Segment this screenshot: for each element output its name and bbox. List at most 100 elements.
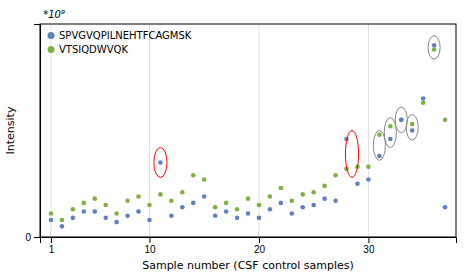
point: [366, 177, 371, 182]
point: [322, 184, 327, 189]
point: [289, 211, 294, 216]
x-tick-label: 20: [254, 244, 266, 255]
point: [333, 198, 338, 203]
point: [300, 205, 305, 210]
point: [213, 213, 218, 218]
point: [92, 196, 97, 201]
chart: 1 10 20 30 0 SPVGVQPILNEHTFCAGMSK VTSIQDWVQK Sa…: [0, 0, 468, 275]
point: [191, 173, 196, 178]
point: [158, 160, 163, 165]
point: [180, 190, 185, 195]
point: [114, 220, 119, 225]
highlight-ellipse: [428, 36, 440, 59]
point: [81, 209, 86, 214]
highlight-ellipse: [406, 115, 418, 141]
x-tick: 30: [363, 237, 375, 255]
x-tick-label: 1: [49, 244, 55, 255]
y-tick-mark: [34, 237, 40, 238]
grid: [40, 24, 456, 237]
y-tick: 0: [25, 232, 40, 243]
legend-swatch: [48, 46, 55, 53]
point: [257, 203, 262, 208]
point: [125, 198, 130, 203]
legend-swatch: [48, 32, 55, 39]
point: [257, 216, 262, 221]
highlight-ellipse: [373, 131, 385, 161]
point: [235, 216, 240, 221]
point: [103, 216, 108, 221]
y-tick-label: 0: [25, 232, 31, 243]
legend-entry: SPVGVQPILNEHTFCAGMSK: [48, 30, 192, 41]
point: [136, 209, 141, 214]
series: [49, 47, 448, 222]
point: [81, 201, 86, 206]
point: [377, 154, 382, 159]
point: [103, 203, 108, 208]
point: [60, 218, 65, 223]
x-tick-label: 10: [144, 244, 156, 255]
point: [279, 201, 284, 206]
point: [268, 207, 273, 212]
point: [246, 211, 251, 216]
point: [279, 186, 284, 191]
x-axis-title: Sample number (CSF control samples): [142, 259, 354, 272]
x-tick-mark: [259, 237, 260, 243]
legend-entry: VTSIQDWVQK: [48, 44, 129, 55]
x-axis: 1 10 20 30: [41, 237, 457, 255]
x-tick-mark: [51, 237, 52, 243]
point: [443, 205, 448, 210]
point: [388, 124, 393, 129]
point: [399, 118, 404, 123]
point: [60, 224, 65, 229]
point: [443, 118, 448, 123]
plot-area: 1 10 20 30 0 SPVGVQPILNEHTFCAGMSK VTSIQDWVQK: [25, 24, 456, 255]
grid-line-x: [368, 24, 369, 237]
point: [158, 192, 163, 197]
series: [49, 43, 448, 229]
highlight-ellipse: [384, 118, 396, 148]
point: [202, 177, 207, 182]
legend: SPVGVQPILNEHTFCAGMSK VTSIQDWVQK: [48, 30, 192, 55]
point: [136, 194, 141, 199]
point: [388, 137, 393, 142]
x-tick: 1: [49, 237, 55, 255]
point: [432, 43, 437, 48]
point: [235, 207, 240, 212]
point: [169, 198, 174, 203]
point: [191, 201, 196, 206]
point: [246, 196, 251, 201]
point: [147, 203, 152, 208]
point: [125, 213, 130, 218]
x-tick-mark: [149, 237, 150, 243]
point: [300, 192, 305, 197]
point: [147, 218, 152, 223]
point: [311, 203, 316, 208]
x-tick: 10: [144, 237, 156, 255]
point: [92, 209, 97, 214]
x-axis-line: [41, 238, 457, 244]
point: [355, 181, 360, 186]
point: [410, 122, 415, 127]
annotation: *10⁹: [40, 9, 65, 20]
y-axis-line: [34, 25, 41, 238]
highlight-ellipse: [345, 131, 358, 178]
point: [180, 205, 185, 210]
legend-label: VTSIQDWVQK: [59, 44, 128, 55]
point: [224, 209, 229, 214]
point: [71, 216, 76, 221]
highlight-ellipse: [154, 148, 167, 178]
x-tick: 20: [254, 237, 266, 255]
point: [333, 173, 338, 178]
point: [410, 128, 415, 133]
x-tick-mark: [368, 237, 369, 243]
point: [289, 198, 294, 203]
point: [114, 211, 119, 216]
point: [49, 211, 54, 216]
point: [49, 218, 54, 223]
marks: [49, 36, 448, 229]
point: [268, 194, 273, 199]
point: [224, 201, 229, 206]
point: [377, 132, 382, 137]
x-tick-label: 30: [363, 244, 375, 255]
plot-frame: [40, 24, 456, 237]
